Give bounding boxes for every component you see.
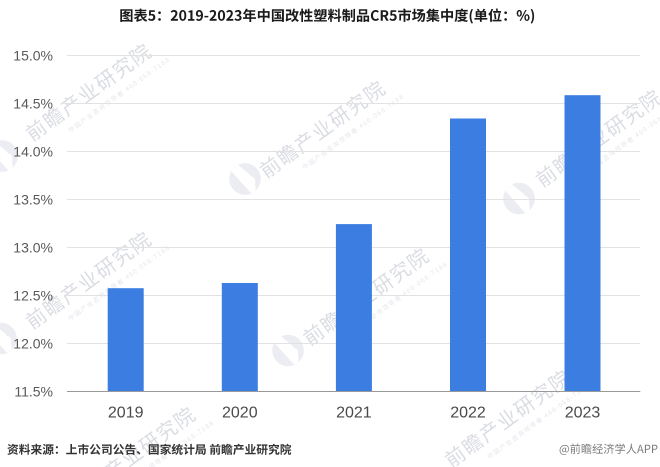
svg-text:14.0%: 14.0% — [13, 144, 53, 160]
svg-text:15.0%: 15.0% — [13, 48, 53, 64]
svg-text:13.0%: 13.0% — [13, 240, 53, 256]
svg-text:2022: 2022 — [450, 405, 486, 422]
svg-text:13.5%: 13.5% — [13, 192, 53, 208]
svg-text:2020: 2020 — [222, 405, 258, 422]
svg-text:2021: 2021 — [336, 405, 372, 422]
svg-text:11.5%: 11.5% — [14, 384, 53, 400]
svg-text:12.5%: 12.5% — [13, 288, 53, 304]
svg-text:14.5%: 14.5% — [13, 96, 53, 112]
svg-text:12.0%: 12.0% — [13, 336, 53, 352]
svg-text:2023: 2023 — [565, 405, 601, 422]
svg-text:2019: 2019 — [108, 405, 144, 422]
